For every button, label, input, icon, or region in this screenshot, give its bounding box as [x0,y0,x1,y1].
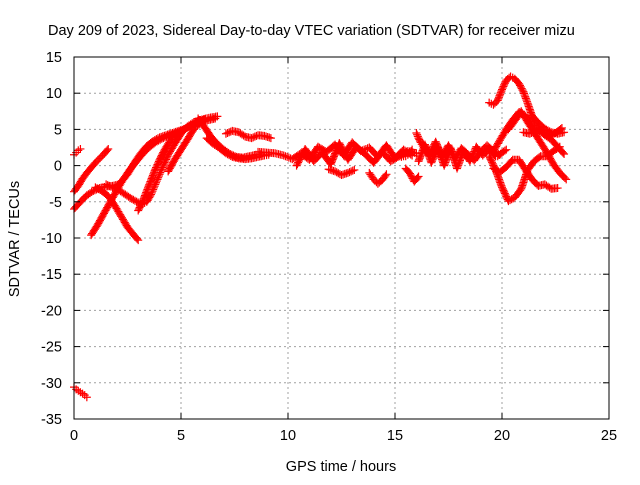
data-point [502,145,511,154]
data-point [279,151,288,160]
data-series [493,145,511,161]
data-point [134,236,143,245]
data-point [104,144,113,153]
y-tick-label: 5 [54,122,62,138]
chart-title: Day 209 of 2023, Sidereal Day-to-day VTE… [48,23,575,39]
data-point [381,171,390,180]
data-point [560,174,569,183]
data-point [172,130,181,139]
data-point [171,131,180,140]
data-point [211,114,220,123]
data-point [562,175,571,184]
data-point [521,92,530,101]
y-tick-label: 15 [46,50,62,66]
data-point [82,393,91,402]
data-point [555,142,564,151]
data-point [350,165,359,174]
x-tick-label: 10 [280,428,296,444]
data-point [408,145,417,154]
data-point [519,87,528,96]
data-point [154,173,163,182]
data-point [412,129,421,138]
data-series [221,126,275,143]
data-series [365,168,391,188]
data-series [70,144,113,196]
x-tick-label: 20 [494,428,510,444]
data-point [283,152,292,161]
data-point [407,147,416,156]
x-tick-label: 15 [387,428,403,444]
x-tick-label: 25 [601,428,617,444]
data-point [520,91,529,100]
data-point [382,170,391,179]
data-series [70,383,91,402]
data-point [558,148,567,157]
data-point [413,130,422,139]
data-series [489,155,562,193]
data-marks [70,72,571,402]
data-point [500,146,509,155]
data-point [522,96,531,105]
data-point [521,94,530,103]
x-tick-label: 5 [177,428,185,444]
data-point [413,173,422,182]
data-series [134,130,181,215]
data-point [556,124,565,133]
data-series [91,183,143,245]
y-tick-label: 0 [54,159,62,175]
y-tick-label: 10 [46,86,62,102]
data-series [292,139,421,170]
y-tick-label: -5 [49,195,62,211]
data-series [519,123,566,141]
x-axis-label: GPS time / hours [286,459,396,475]
data-point [554,143,563,152]
y-tick-label: -20 [41,303,62,319]
data-point [153,175,162,184]
data-series [401,164,423,186]
y-tick-label: -35 [41,412,62,428]
y-tick-label: -25 [41,340,62,356]
data-point [76,144,85,153]
y-tick-label: -15 [41,267,62,283]
data-point [133,234,142,243]
data-point [348,166,357,175]
data-series [397,145,417,161]
data-point [553,184,562,193]
data-point [560,150,569,159]
y-axis-label: SDTVAR / TECUs [7,181,23,297]
data-point [560,128,569,137]
axis-ticks: 0 5 10 15 20 25 15 10 5 0 -5 -10 -15 -20 -25 -30 -35 [41,50,617,444]
data-point [266,134,275,143]
data-point [281,152,290,161]
data-series [324,165,359,180]
y-tick-label: -10 [41,231,62,247]
data-point [557,123,566,132]
data-point [103,146,112,155]
data-point [414,172,423,181]
y-tick-label: -30 [41,376,62,392]
x-tick-label: 0 [70,428,78,444]
data-point [520,89,529,98]
